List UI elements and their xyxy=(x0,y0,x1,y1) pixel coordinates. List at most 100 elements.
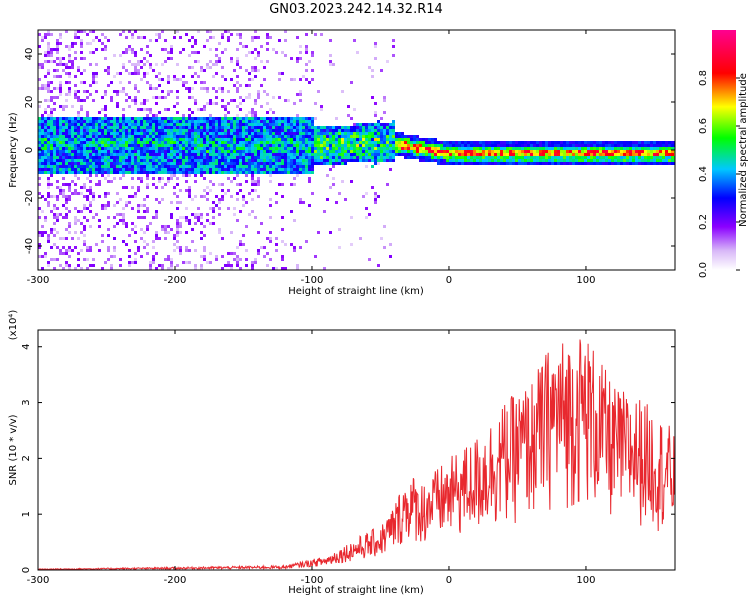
heatmap-cell xyxy=(107,234,110,237)
heatmap-cell xyxy=(128,171,131,174)
heatmap-cell xyxy=(611,162,614,165)
heatmap-cell xyxy=(221,138,224,141)
heatmap-cell xyxy=(74,141,77,144)
heatmap-cell xyxy=(314,33,317,36)
heatmap-cell xyxy=(155,135,158,138)
heatmap-cell xyxy=(173,138,176,141)
heatmap-cell xyxy=(257,177,260,180)
heatmap-cell xyxy=(311,162,314,165)
heatmap-cell xyxy=(293,177,296,180)
heatmap-cell xyxy=(626,162,629,165)
heatmap-cell xyxy=(167,138,170,141)
heatmap-cell xyxy=(278,165,281,168)
heatmap-cell xyxy=(80,159,83,162)
heatmap-cell xyxy=(257,96,260,99)
heatmap-cell xyxy=(479,153,482,156)
heatmap-cell xyxy=(116,120,119,123)
heatmap-cell xyxy=(116,222,119,225)
heatmap-cell xyxy=(257,195,260,198)
heatmap-cell xyxy=(224,156,227,159)
heatmap-cell xyxy=(170,213,173,216)
heatmap-cell xyxy=(332,135,335,138)
heatmap-cell xyxy=(119,144,122,147)
heatmap-cell xyxy=(92,30,95,33)
heatmap-cell xyxy=(89,156,92,159)
heatmap-cell xyxy=(158,141,161,144)
heatmap-cell xyxy=(662,159,665,162)
heatmap-cell xyxy=(44,162,47,165)
heatmap-cell xyxy=(320,129,323,132)
heatmap-cell xyxy=(71,153,74,156)
heatmap-cell xyxy=(119,90,122,93)
heatmap-cell xyxy=(137,162,140,165)
heatmap-cell xyxy=(296,129,299,132)
heatmap-cell xyxy=(179,120,182,123)
heatmap-cell xyxy=(272,123,275,126)
heatmap-cell xyxy=(173,123,176,126)
heatmap-cell xyxy=(41,114,44,117)
heatmap-cell xyxy=(53,222,56,225)
heatmap-cell xyxy=(287,150,290,153)
heatmap-cell xyxy=(146,168,149,171)
heatmap-cell xyxy=(47,54,50,57)
heatmap-cell xyxy=(206,186,209,189)
heatmap-cell xyxy=(137,141,140,144)
heatmap-cell xyxy=(470,159,473,162)
heatmap-cell xyxy=(269,126,272,129)
heatmap-cell xyxy=(347,105,350,108)
heatmap-cell xyxy=(419,138,422,141)
heatmap-cell xyxy=(50,231,53,234)
heatmap-cell xyxy=(140,228,143,231)
heatmap-cell xyxy=(206,123,209,126)
heatmap-cell xyxy=(83,162,86,165)
heatmap-cell xyxy=(572,147,575,150)
heatmap-cell xyxy=(497,150,500,153)
heatmap-cell xyxy=(284,159,287,162)
heatmap-cell xyxy=(236,183,239,186)
heatmap-cell xyxy=(68,231,71,234)
heatmap-cell xyxy=(137,60,140,63)
heatmap-cell xyxy=(89,63,92,66)
heatmap-cell xyxy=(236,156,239,159)
heatmap-cell xyxy=(140,126,143,129)
heatmap-cell xyxy=(182,159,185,162)
heatmap-cell xyxy=(227,135,230,138)
heatmap-cell xyxy=(134,165,137,168)
heatmap-cell xyxy=(119,162,122,165)
heatmap-cell xyxy=(74,75,77,78)
heatmap-cell xyxy=(65,201,68,204)
heatmap-cell xyxy=(377,162,380,165)
heatmap-cell xyxy=(74,153,77,156)
heatmap-cell xyxy=(50,171,53,174)
heatmap-cell xyxy=(287,126,290,129)
heatmap-cell xyxy=(128,138,131,141)
heatmap-cell xyxy=(71,192,74,195)
heatmap-cell xyxy=(290,138,293,141)
heatmap-cell xyxy=(500,159,503,162)
heatmap-cell xyxy=(326,132,329,135)
heatmap-cell xyxy=(365,138,368,141)
heatmap-cell xyxy=(191,198,194,201)
heatmap-cell xyxy=(587,144,590,147)
heatmap-cell xyxy=(122,135,125,138)
heatmap-cell xyxy=(251,120,254,123)
heatmap-cell xyxy=(104,144,107,147)
heatmap-cell xyxy=(665,150,668,153)
heatmap-cell xyxy=(299,129,302,132)
heatmap-cell xyxy=(671,150,674,153)
heatmap-cell xyxy=(584,153,587,156)
heatmap-cell xyxy=(155,87,158,90)
heatmap-cell xyxy=(206,198,209,201)
heatmap-cell xyxy=(110,144,113,147)
heatmap-cell xyxy=(122,138,125,141)
heatmap-cell xyxy=(179,231,182,234)
heatmap-cell xyxy=(563,156,566,159)
heatmap-cell xyxy=(251,144,254,147)
heatmap-cell xyxy=(488,150,491,153)
heatmap-cell xyxy=(200,267,203,270)
heatmap-cell xyxy=(287,99,290,102)
heatmap-cell xyxy=(74,267,77,270)
heatmap-cell xyxy=(545,153,548,156)
heatmap-cell xyxy=(140,159,143,162)
heatmap-cell xyxy=(308,120,311,123)
